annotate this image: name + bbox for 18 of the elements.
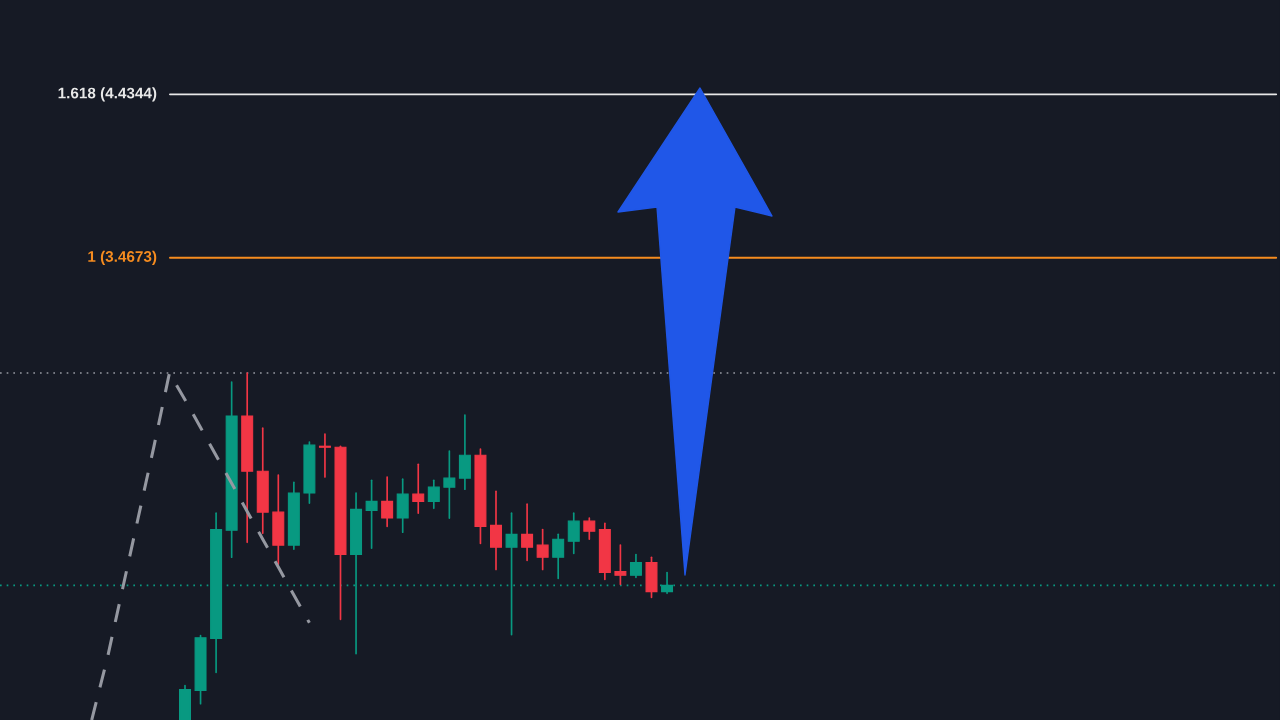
candlestick — [536, 528, 549, 571]
candlestick — [552, 533, 565, 580]
candlestick — [567, 512, 580, 555]
candlestick — [629, 553, 642, 579]
candlestick — [458, 414, 471, 491]
candlestick — [318, 433, 331, 478]
candlestick — [614, 544, 627, 586]
candlestick — [381, 476, 394, 528]
candlestick — [490, 490, 502, 571]
candlestick — [521, 503, 534, 562]
text: 1 (3.4673) — [88, 250, 157, 265]
candlestick — [365, 479, 378, 550]
candlestick — [412, 463, 425, 515]
text: 1.618 (4.4344) — [58, 87, 157, 102]
candlestick — [583, 517, 596, 541]
candlestick — [443, 450, 456, 519]
candlestick — [427, 479, 440, 510]
candlestick — [396, 478, 409, 534]
